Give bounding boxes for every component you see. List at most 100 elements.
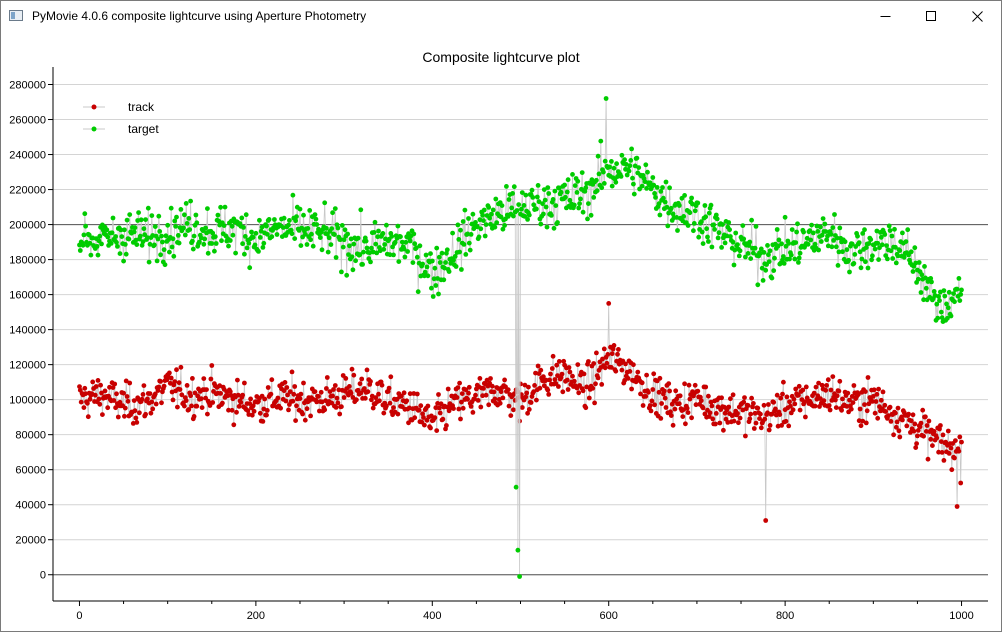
track-point (481, 386, 486, 391)
track-point (522, 382, 528, 388)
target-point (535, 183, 541, 188)
close-button[interactable] (955, 1, 1001, 32)
track-point (278, 405, 283, 411)
target-point (758, 246, 764, 252)
track-point (304, 406, 310, 412)
target-point (534, 194, 540, 200)
target-point (483, 222, 489, 228)
target-point (369, 245, 374, 251)
track-point (771, 399, 777, 405)
target-point (670, 211, 676, 217)
target-point (737, 248, 743, 254)
target-point (763, 267, 769, 273)
target-point (105, 234, 111, 240)
track-point (583, 405, 589, 411)
target-point (948, 313, 954, 319)
track-point (437, 410, 443, 416)
track-point (377, 398, 382, 404)
track-point (421, 415, 426, 420)
target-point (931, 289, 937, 294)
target-point (631, 191, 637, 197)
target-point (340, 244, 346, 250)
title-bar[interactable]: PyMovie 4.0.6 composite lightcurve using… (1, 1, 1001, 32)
target-point (247, 265, 253, 271)
target-point (919, 272, 925, 278)
track-point (749, 395, 754, 401)
track-point (906, 411, 911, 417)
track-point (787, 399, 792, 405)
track-point (436, 392, 441, 397)
target-point (269, 234, 275, 240)
maximize-button[interactable] (909, 1, 955, 32)
track-point (201, 376, 207, 381)
target-point (492, 224, 498, 230)
track-point (556, 359, 562, 364)
track-point (828, 387, 834, 393)
track-point (334, 395, 340, 401)
target-point (281, 215, 287, 221)
y-tick-label: 60000 (15, 465, 46, 477)
target-point (787, 256, 792, 262)
track-point (830, 374, 836, 379)
target-point (720, 222, 725, 227)
target-point (551, 225, 557, 231)
track-point (920, 407, 926, 413)
track-point (926, 418, 932, 424)
target-point (663, 179, 669, 185)
track-point (208, 376, 214, 382)
target-point (796, 255, 802, 261)
target-point (836, 249, 842, 255)
target-point (399, 239, 405, 245)
track-point (784, 394, 790, 400)
track-point (550, 353, 556, 359)
track-point (133, 415, 139, 421)
track-point (848, 406, 854, 412)
target-point (403, 239, 409, 245)
target-point (636, 165, 642, 171)
track-point (635, 369, 641, 375)
track-point (751, 426, 757, 431)
track-point (954, 504, 960, 509)
target-point (913, 260, 919, 266)
plot-area[interactable]: Composite lightcurve plot 0 20000 40000 600… (1, 32, 1001, 631)
minimize-button[interactable] (863, 1, 909, 32)
target-point (681, 214, 687, 219)
target-point (118, 227, 124, 233)
target-point (586, 201, 591, 207)
target-point (788, 252, 794, 258)
target-point (857, 249, 863, 255)
target-point (140, 239, 146, 245)
track-point (833, 397, 838, 403)
target-point (893, 244, 898, 250)
target-point (745, 251, 751, 256)
track-point (289, 369, 295, 375)
y-tick-label: 140000 (9, 325, 46, 337)
target-point (736, 253, 742, 259)
target-point (628, 158, 634, 163)
lightcurve-plot[interactable]: 0 20000 40000 60000 80000 100000 120000 140000 1… (1, 32, 1001, 631)
target-point (835, 263, 841, 268)
target-point (450, 230, 455, 236)
track-point (286, 407, 291, 413)
track-point (767, 423, 773, 428)
track-point (497, 400, 503, 406)
track-point (812, 403, 818, 409)
track-point (755, 405, 761, 411)
track-point (619, 367, 625, 373)
target-point (216, 218, 222, 224)
track-point (895, 405, 901, 411)
track-point (586, 395, 592, 401)
track-point (454, 395, 460, 400)
target-point (183, 201, 189, 206)
target-point (476, 234, 482, 240)
target-point (776, 237, 782, 243)
track-point (90, 379, 96, 385)
track-point (455, 385, 461, 390)
target-point (699, 229, 705, 235)
track-point (314, 399, 320, 405)
target-point (163, 233, 169, 239)
track-point (604, 360, 610, 366)
target-point (325, 249, 331, 255)
target-point (921, 297, 926, 303)
